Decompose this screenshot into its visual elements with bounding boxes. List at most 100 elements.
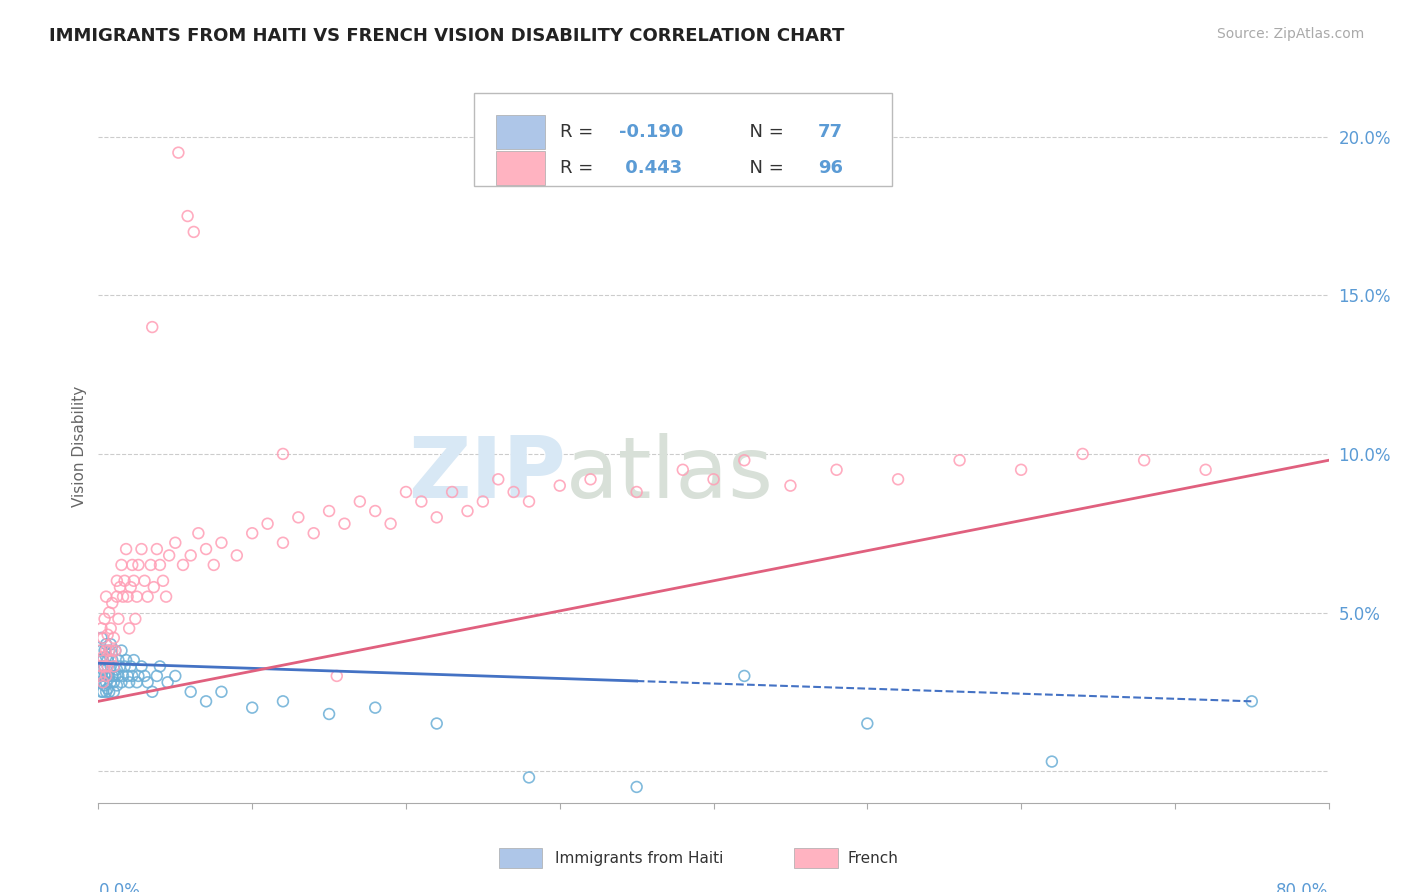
Point: [100, 653, 122, 667]
Point: [97, 659, 120, 673]
Y-axis label: Vision Disability: Vision Disability: [72, 385, 87, 507]
Point: [125, 675, 148, 690]
Point: [626, 485, 648, 500]
Point: [202, 558, 225, 572]
Point: [108, 659, 131, 673]
Point: [94, 669, 117, 683]
Point: [105, 678, 128, 692]
Point: [187, 526, 209, 541]
Point: [136, 590, 159, 604]
Point: [240, 700, 263, 714]
Point: [104, 669, 127, 683]
Text: R =: R =: [560, 159, 599, 177]
Point: [733, 453, 755, 467]
Point: [395, 485, 418, 500]
Point: [97, 628, 120, 642]
Point: [98, 643, 121, 657]
Point: [90, 685, 112, 699]
Point: [134, 669, 156, 683]
Point: [1040, 755, 1063, 769]
Text: 0.443: 0.443: [619, 159, 682, 177]
Text: IMMIGRANTS FROM HAITI VS FRENCH VISION DISABILITY CORRELATION CHART: IMMIGRANTS FROM HAITI VS FRENCH VISION D…: [49, 27, 845, 45]
Point: [100, 659, 122, 673]
Point: [103, 659, 125, 673]
Point: [1071, 447, 1094, 461]
Point: [100, 675, 122, 690]
Point: [94, 643, 117, 657]
Text: N =: N =: [738, 123, 790, 141]
Point: [195, 542, 218, 557]
Point: [91, 653, 114, 667]
Point: [456, 504, 478, 518]
Point: [364, 700, 387, 714]
Point: [318, 706, 340, 721]
Point: [94, 675, 117, 690]
Point: [176, 209, 198, 223]
Point: [141, 685, 163, 699]
Point: [107, 612, 129, 626]
Point: [91, 649, 114, 664]
Point: [302, 526, 325, 541]
Point: [107, 669, 129, 683]
Point: [120, 659, 142, 673]
Point: [101, 596, 124, 610]
Point: [91, 663, 114, 677]
Point: [103, 675, 125, 690]
Text: 96: 96: [818, 159, 844, 177]
Point: [105, 663, 128, 677]
Point: [146, 669, 169, 683]
Point: [146, 542, 169, 557]
Point: [93, 659, 115, 673]
Point: [127, 558, 149, 572]
FancyBboxPatch shape: [496, 115, 546, 149]
Point: [626, 780, 648, 794]
Point: [117, 590, 139, 604]
Point: [131, 542, 153, 557]
Point: [110, 558, 132, 572]
Point: [115, 542, 138, 557]
Point: [118, 675, 141, 690]
Point: [779, 478, 801, 492]
Text: French: French: [848, 851, 898, 865]
Point: [180, 685, 202, 699]
Point: [152, 574, 174, 588]
Text: atlas: atlas: [565, 433, 773, 516]
Point: [1195, 463, 1218, 477]
Point: [411, 494, 433, 508]
Point: [471, 494, 494, 508]
Point: [139, 558, 162, 572]
Text: 77: 77: [818, 123, 844, 141]
Point: [333, 516, 356, 531]
Point: [380, 516, 402, 531]
Point: [91, 685, 114, 699]
Point: [240, 526, 263, 541]
Point: [97, 653, 120, 667]
Point: [180, 549, 202, 563]
Point: [156, 675, 179, 690]
Point: [949, 453, 972, 467]
Point: [91, 675, 114, 690]
Point: [195, 694, 218, 708]
Point: [105, 574, 128, 588]
Point: [122, 574, 145, 588]
Text: -0.190: -0.190: [619, 123, 683, 141]
Point: [426, 510, 449, 524]
Point: [225, 549, 247, 563]
Point: [115, 653, 138, 667]
Point: [89, 669, 111, 683]
Point: [183, 225, 205, 239]
Point: [90, 669, 112, 683]
Text: Source: ZipAtlas.com: Source: ZipAtlas.com: [1216, 27, 1364, 41]
Point: [104, 643, 127, 657]
Point: [93, 612, 115, 626]
Point: [349, 494, 371, 508]
Point: [167, 145, 190, 160]
Point: [100, 637, 122, 651]
Text: 0.0%: 0.0%: [98, 882, 141, 892]
Point: [318, 504, 340, 518]
Point: [101, 653, 124, 667]
Point: [131, 659, 153, 673]
Point: [157, 549, 180, 563]
Point: [94, 649, 117, 664]
Point: [104, 643, 127, 657]
